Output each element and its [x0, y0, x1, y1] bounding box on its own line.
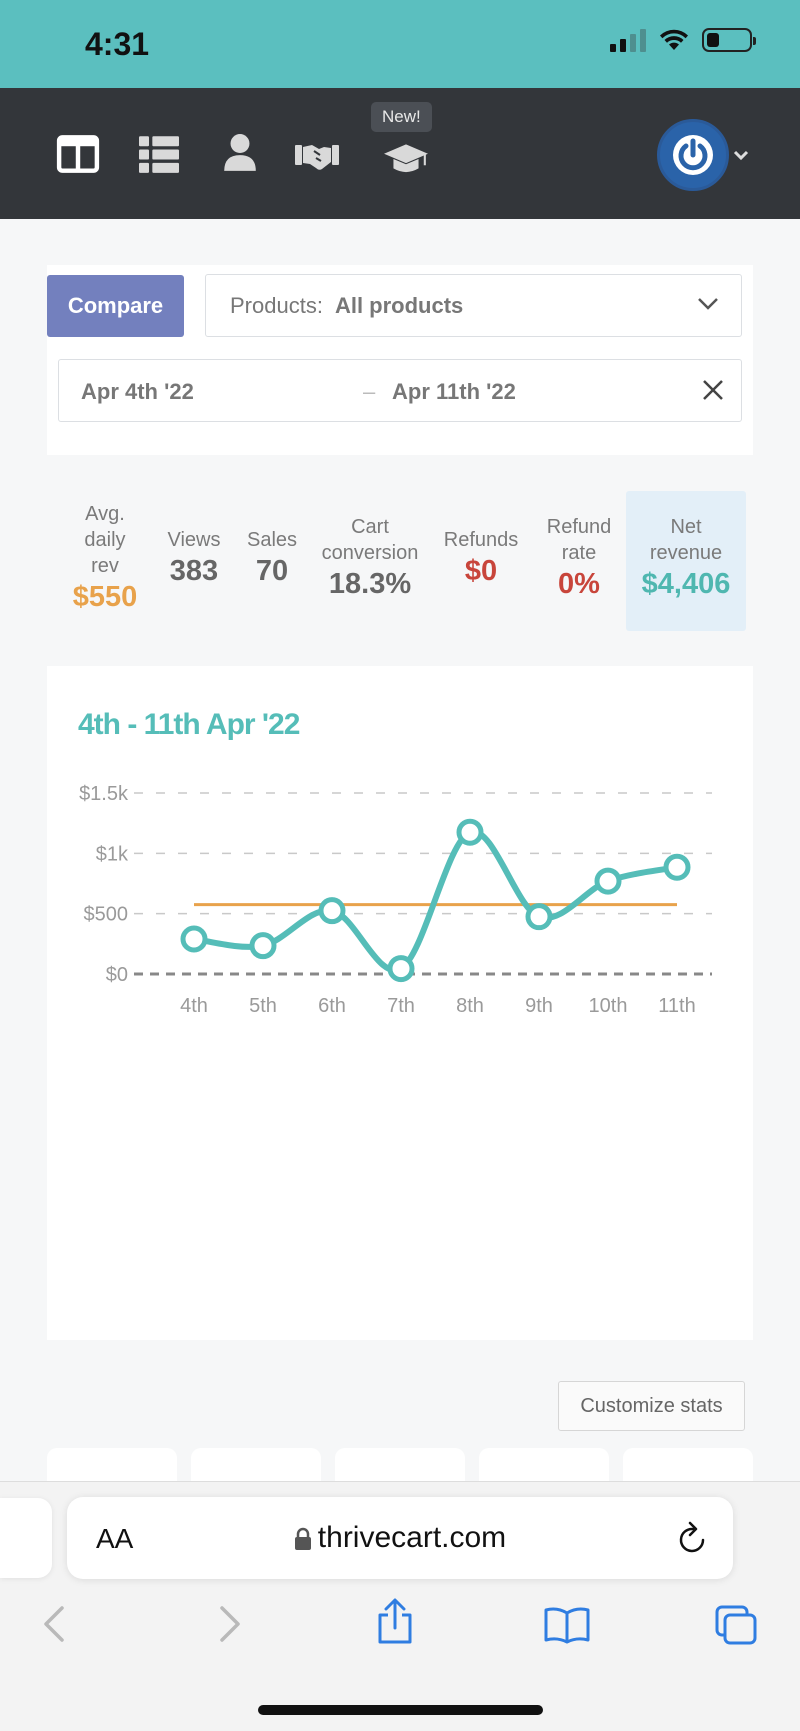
stat-value: $0 — [464, 555, 498, 587]
stat-label: rate — [561, 542, 597, 564]
graduation-cap-icon[interactable] — [383, 139, 429, 179]
compare-button[interactable]: Compare — [47, 275, 184, 337]
x-tick-label: 6th — [318, 995, 346, 1017]
aa-label: AA — [96, 1523, 134, 1554]
new-badge: New! — [371, 102, 432, 132]
date-range-input[interactable]: Apr 4th '22 – Apr 11th '22 — [58, 359, 742, 422]
stat-label: Net — [670, 516, 702, 538]
data-point — [249, 932, 277, 960]
data-point — [387, 955, 415, 983]
status-icons — [610, 28, 756, 52]
status-time: 4:31 — [85, 26, 150, 62]
data-point — [525, 903, 553, 931]
stat-label: Cart — [351, 516, 389, 538]
y-tick-label: $0 — [106, 964, 128, 986]
products-value: All products — [334, 292, 464, 318]
stat-refund-rate: Refund rate 0% — [534, 514, 624, 602]
revenue-line-chart: $0 $500 $1k $1.5k 4th 5th 6th 7th 8th 9th 10th 11th — [79, 783, 712, 1017]
y-tick-label: $500 — [84, 904, 129, 926]
stat-cart-conversion: Cart conversion 18.3% — [314, 514, 426, 602]
stat-views: Views 383 — [154, 527, 234, 589]
stat-value: $550 — [72, 581, 138, 613]
address-bar[interactable]: AA thrivecart.com — [67, 1497, 733, 1579]
stat-value: 383 — [169, 555, 219, 587]
data-point — [663, 853, 691, 881]
stat-value: 0% — [558, 568, 600, 600]
battery-icon — [702, 28, 756, 52]
stat-value: $4,406 — [641, 568, 731, 600]
tabs-icon[interactable] — [714, 1604, 758, 1646]
chart-title: 4th - 11th Apr '22 — [78, 708, 300, 741]
data-point — [594, 867, 622, 895]
stat-value: 70 — [255, 555, 289, 587]
x-tick-label: 8th — [456, 995, 484, 1017]
data-point — [456, 818, 484, 846]
stat-label: daily — [84, 529, 126, 551]
wifi-icon — [660, 29, 688, 50]
stat-net-revenue: Net revenue $4,406 — [626, 514, 746, 602]
bookmarks-icon[interactable] — [543, 1606, 591, 1644]
data-point — [180, 925, 208, 953]
x-tick-label: 9th — [525, 995, 553, 1017]
previous-tab-preview[interactable] — [0, 1498, 52, 1578]
stat-value: 18.3% — [328, 568, 412, 600]
stat-label: revenue — [649, 542, 723, 564]
stat-label: rev — [91, 555, 119, 577]
x-tick-label: 4th — [180, 995, 208, 1017]
signal-icon — [610, 28, 646, 52]
x-tick-label: 11th — [658, 995, 695, 1017]
stat-label: Sales — [246, 529, 298, 551]
forward-icon[interactable] — [214, 1604, 244, 1644]
home-indicator — [258, 1705, 543, 1715]
url-text: thrivecart.com — [317, 1521, 507, 1554]
products-label: Products: — [230, 292, 323, 318]
chevron-down-icon[interactable] — [733, 148, 749, 162]
y-tick-label: $1.5k — [79, 783, 129, 805]
y-tick-label: $1k — [96, 843, 129, 865]
power-icon — [673, 135, 713, 175]
status-bar: 4:31 — [0, 0, 800, 88]
handshake-icon[interactable] — [294, 137, 340, 177]
user-icon[interactable] — [217, 133, 263, 173]
stat-label: Views — [167, 529, 221, 551]
back-icon[interactable] — [40, 1604, 70, 1644]
dashboard-icon[interactable] — [55, 134, 101, 174]
x-tick-label: 5th — [249, 995, 277, 1017]
chevron-down-icon — [698, 298, 718, 310]
text-size-button[interactable]: AA — [96, 1523, 133, 1555]
stat-label: conversion — [321, 542, 419, 564]
stat-refunds: Refunds $0 — [436, 527, 526, 589]
stat-avg-daily-rev: Avg. daily rev $550 — [55, 501, 155, 615]
close-icon[interactable] — [701, 378, 725, 402]
date-separator: – — [363, 379, 376, 404]
chart-card — [47, 666, 753, 1340]
lock-icon — [294, 1527, 311, 1551]
list-icon[interactable] — [136, 134, 182, 174]
customize-stats-button[interactable]: Customize stats — [558, 1381, 745, 1431]
x-tick-label: 10th — [589, 995, 628, 1017]
stat-label: Refunds — [443, 529, 519, 551]
stat-label: Avg. — [85, 503, 125, 525]
share-icon[interactable] — [375, 1598, 415, 1644]
date-start: Apr 4th '22 — [81, 379, 194, 404]
date-end: Apr 11th '22 — [392, 379, 516, 404]
net-revenue-highlight — [626, 491, 746, 631]
products-select[interactable]: Products: All products — [205, 274, 742, 337]
avatar[interactable] — [657, 119, 729, 191]
data-point — [318, 897, 346, 925]
reload-icon[interactable] — [677, 1521, 709, 1555]
stat-sales: Sales 70 — [236, 527, 308, 589]
stat-label: Refund — [546, 516, 612, 538]
url-display: thrivecart.com — [67, 1521, 733, 1555]
series-line — [191, 828, 680, 974]
x-tick-label: 7th — [387, 995, 415, 1017]
